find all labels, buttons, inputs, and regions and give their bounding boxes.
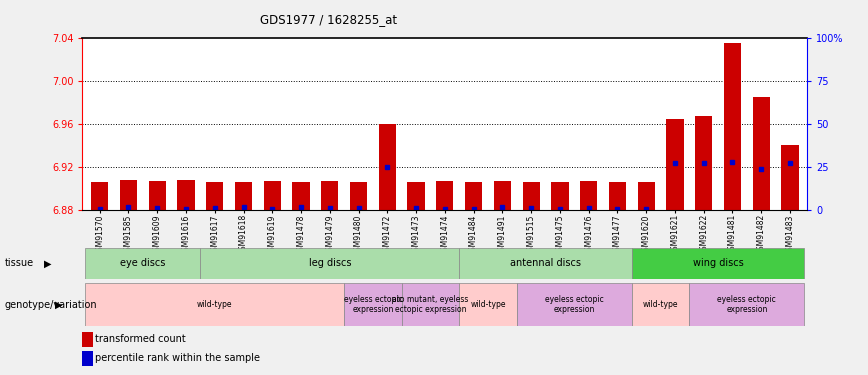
Bar [551,182,569,210]
Bar [465,182,483,210]
Bar [177,180,194,210]
Bar [321,181,339,210]
Bar [781,146,799,210]
Bar [264,181,281,210]
Bar [608,182,626,210]
Bar [724,43,741,210]
Bar [459,248,632,279]
Text: wild-type: wild-type [643,300,678,309]
Bar [580,181,597,210]
Bar [85,248,201,279]
Bar [632,248,805,279]
Bar [345,283,402,326]
Bar [350,182,367,210]
Bar [689,283,805,326]
Text: eyeless ectopic
expression: eyeless ectopic expression [545,295,603,314]
Bar [523,182,540,210]
Text: eyeless ectopic
expression: eyeless ectopic expression [718,295,776,314]
Text: wild-type: wild-type [197,300,233,309]
Bar [459,283,516,326]
Text: ▶: ▶ [56,300,62,310]
Text: wild-type: wild-type [470,300,506,309]
Bar [402,283,459,326]
Bar [85,283,345,326]
Text: wing discs: wing discs [693,258,744,268]
Bar [695,116,713,210]
Bar [235,182,252,210]
Text: eyeless ectopic
expression: eyeless ectopic expression [344,295,403,314]
Bar [120,180,137,210]
Text: leg discs: leg discs [308,258,351,268]
Bar [638,182,654,210]
Bar [206,182,223,210]
Bar [293,182,310,210]
Text: ▶: ▶ [44,258,51,268]
Bar [148,181,166,210]
Text: tissue: tissue [4,258,34,268]
Bar [91,182,108,210]
Bar [667,120,684,210]
Text: antennal discs: antennal discs [510,258,581,268]
Bar [437,181,453,210]
Bar [378,124,396,210]
Text: eye discs: eye discs [120,258,166,268]
Text: ato mutant, eyeless
ectopic expression: ato mutant, eyeless ectopic expression [392,295,469,314]
Text: transformed count: transformed count [95,334,187,344]
Text: genotype/variation: genotype/variation [4,300,97,310]
Bar [201,248,459,279]
Bar [407,182,424,210]
Bar [494,181,511,210]
Bar [632,283,689,326]
Bar [516,283,632,326]
Bar [753,97,770,210]
Text: GDS1977 / 1628255_at: GDS1977 / 1628255_at [260,13,398,26]
Text: percentile rank within the sample: percentile rank within the sample [95,353,260,363]
